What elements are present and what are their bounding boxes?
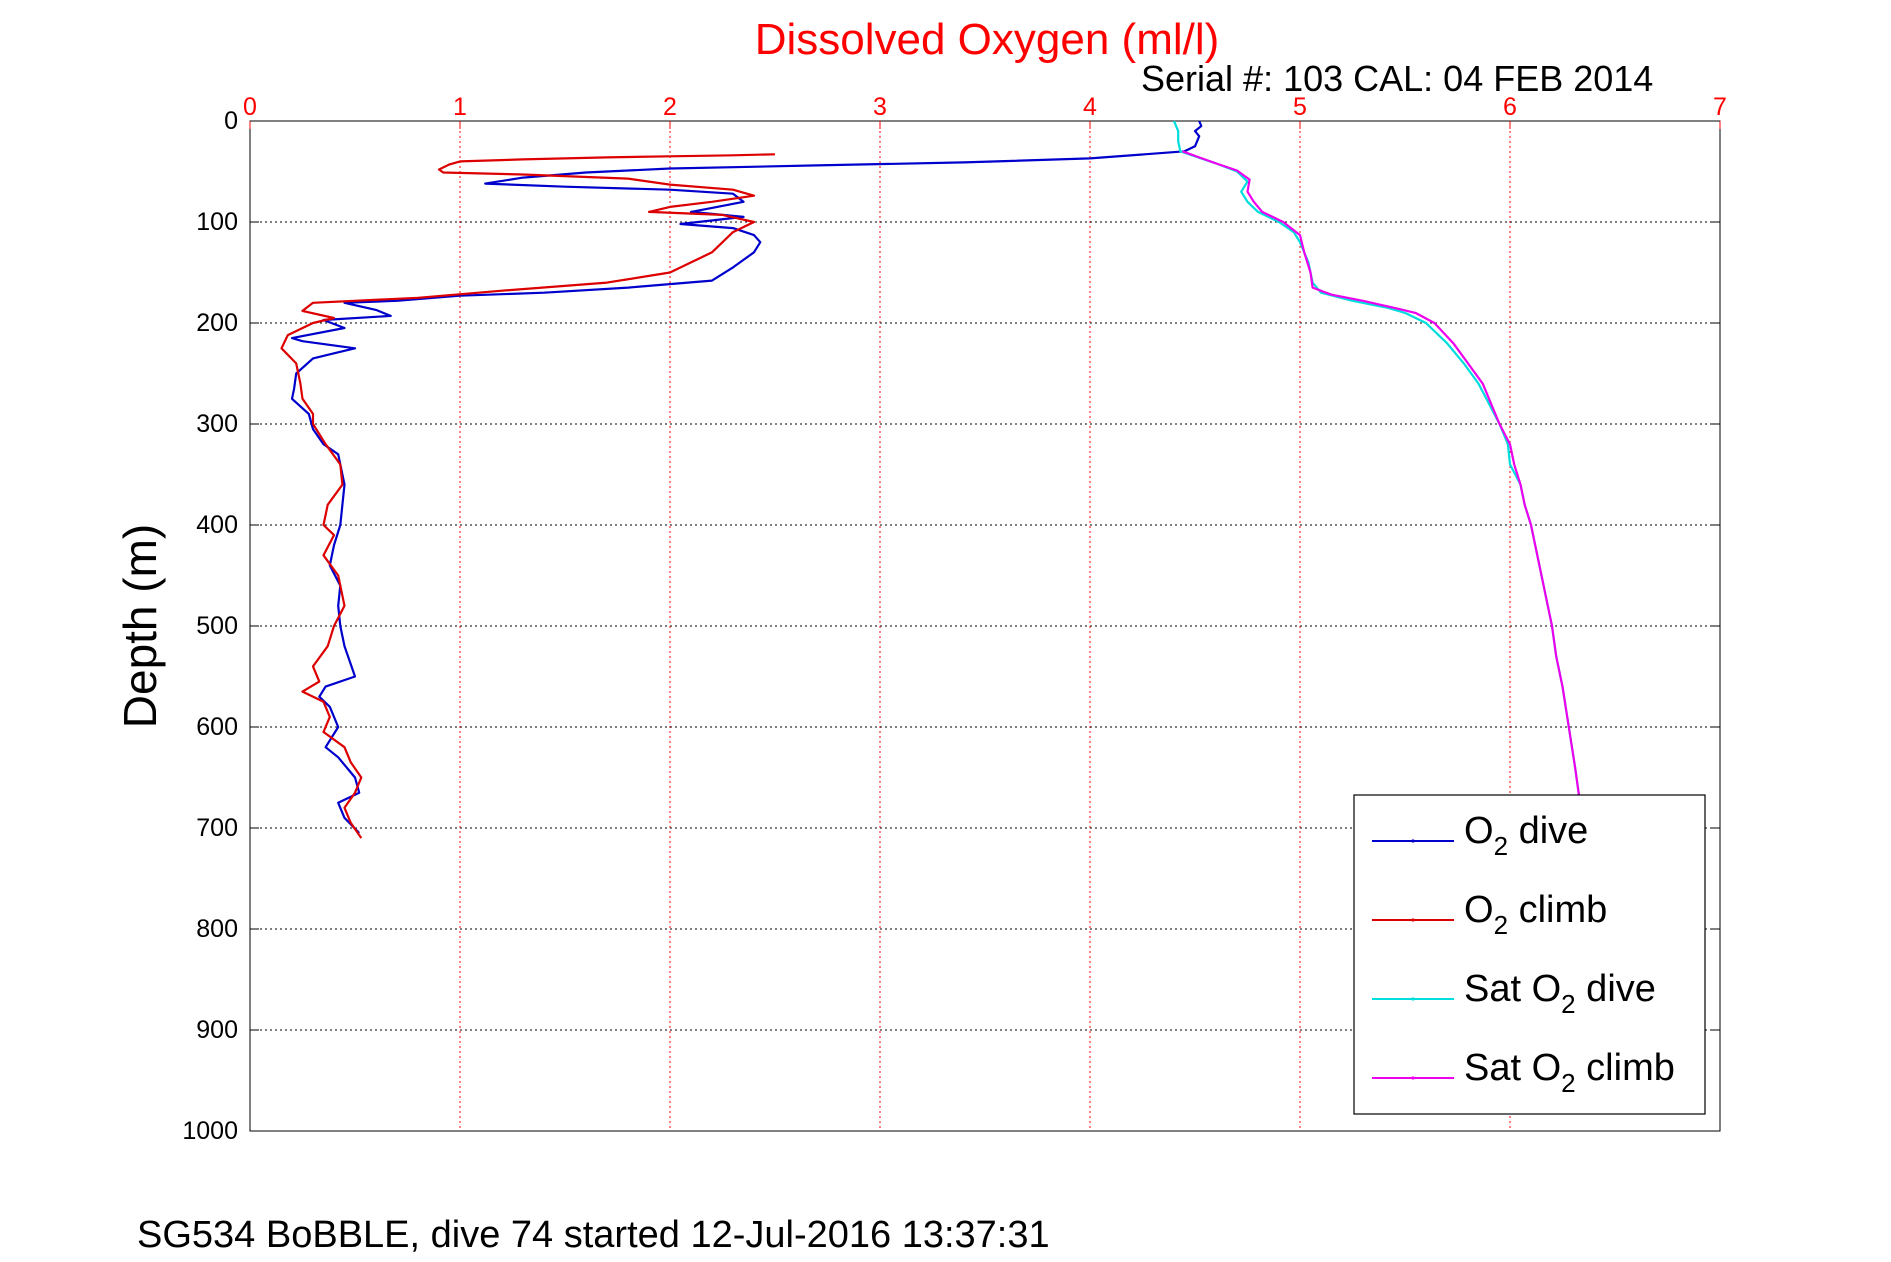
x-tick-label: 0 — [243, 93, 257, 121]
y-tick-label: 100 — [196, 208, 238, 236]
series-line-4 — [1182, 150, 1581, 798]
y-tick-label: 1000 — [182, 1117, 238, 1145]
legend-label: O2 dive — [1464, 810, 1588, 861]
x-tick-label: 7 — [1713, 93, 1727, 121]
y-axis-ticks: 0 100 200 300 400 500 600 700 800 900 1000 — [182, 107, 1720, 1145]
y-tick-label: 0 — [224, 107, 238, 135]
legend-marker — [1411, 997, 1415, 1001]
legend-marker — [1411, 1076, 1415, 1080]
y-tick-label: 500 — [196, 612, 238, 640]
y-tick-label: 200 — [196, 309, 238, 337]
x-tick-label: 5 — [1293, 93, 1307, 121]
chart-subtitle: Serial #: 103 CAL: 04 FEB 2014 — [1141, 58, 1653, 99]
x-tick-label: 2 — [663, 93, 677, 121]
legend-label: Sat O2 climb — [1464, 1047, 1675, 1098]
y-tick-label: 900 — [196, 1016, 238, 1044]
legend-label: Sat O2 dive — [1464, 968, 1656, 1019]
y-tick-label: 400 — [196, 511, 238, 539]
legend: O2 dive O2 climb Sat O2 dive Sat O2 climb — [1353, 794, 1706, 1115]
x-tick-label: 4 — [1083, 93, 1097, 121]
legend-box — [1353, 794, 1706, 1115]
x-tick-label: 1 — [453, 93, 467, 121]
legend-label: O2 climb — [1464, 889, 1607, 940]
series-lines — [280, 120, 1581, 839]
x-axis-ticks: 0 1 2 3 4 5 6 7 — [243, 93, 1727, 129]
y-axis-label: Depth (m) — [114, 524, 166, 728]
series-line-3 — [1172, 120, 1581, 798]
x-tick-label: 6 — [1503, 93, 1517, 121]
series-line-2 — [280, 153, 776, 839]
y-tick-label: 700 — [196, 814, 238, 842]
y-tick-label: 300 — [196, 410, 238, 438]
chart-title: Dissolved Oxygen (ml/l) — [755, 15, 1220, 64]
legend-marker — [1411, 918, 1415, 922]
y-tick-label: 800 — [196, 915, 238, 943]
x-tick-label: 3 — [873, 93, 887, 121]
legend-marker — [1411, 839, 1415, 843]
y-tick-label: 600 — [196, 713, 238, 741]
dive-info-footer: SG534 BoBBLE, dive 74 started 12-Jul-201… — [137, 1214, 1050, 1256]
series-line-1 — [290, 120, 1203, 834]
